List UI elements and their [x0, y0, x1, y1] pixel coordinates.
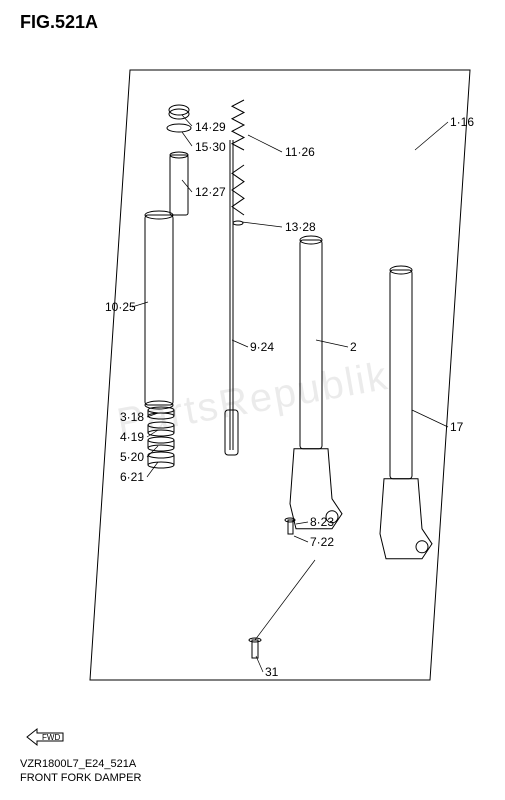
callout-label: 5·20: [120, 450, 144, 464]
diagram-area: 1·16 14·29 15·30 11·26 12·27 13·28 10·25 9·24 2 1…: [20, 40, 485, 720]
callout-label: 10·25: [105, 300, 136, 314]
figure-title: FIG.521A: [20, 12, 98, 33]
callout-label: 8·23: [310, 515, 334, 529]
callout-label: 2: [350, 340, 357, 354]
callout-label: 17: [450, 420, 463, 434]
callout-label: 15·30: [195, 140, 226, 154]
callout-label: 4·19: [120, 430, 144, 444]
fwd-label: FWD: [42, 733, 60, 742]
callout-label: 9·24: [250, 340, 274, 354]
fwd-direction-badge: FWD: [25, 725, 65, 745]
callout-label: 12·27: [195, 185, 226, 199]
callout-label: 14·29: [195, 120, 226, 134]
callout-label: 6·21: [120, 470, 144, 484]
footer-code: VZR1800L7_E24_521A: [20, 758, 136, 770]
callout-label: 1·16: [450, 115, 474, 129]
callout-label: 31: [265, 665, 278, 679]
parts-diagram-svg: [20, 40, 485, 720]
callout-label: 7·22: [310, 535, 334, 549]
callout-label: 3·18: [120, 410, 144, 424]
footer-name: FRONT FORK DAMPER: [20, 772, 141, 784]
callout-label: 13·28: [285, 220, 316, 234]
callout-label: 11·26: [285, 145, 315, 159]
